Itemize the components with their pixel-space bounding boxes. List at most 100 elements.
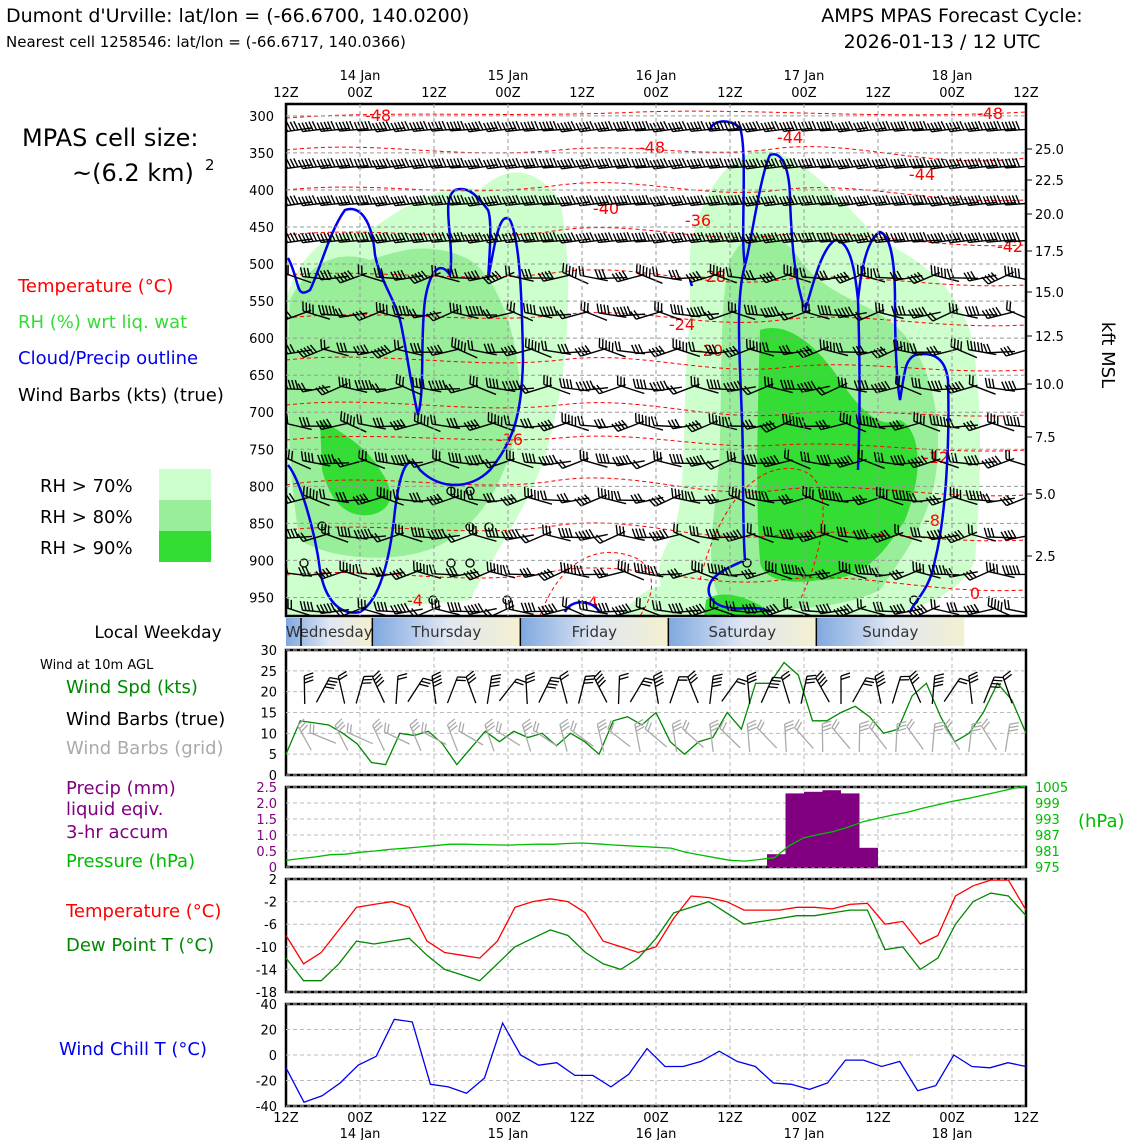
wind-barb <box>871 120 904 133</box>
wind-barb <box>356 414 386 430</box>
wind-barb <box>578 599 608 615</box>
wind-barb <box>682 719 704 748</box>
wind-barb <box>338 376 368 394</box>
wind-barb <box>482 308 516 319</box>
windchill-line <box>285 1018 1027 1104</box>
wind-barb <box>707 563 738 578</box>
temperature-panel-label: Temperature (°C) <box>65 901 221 922</box>
wind-barb <box>538 231 572 243</box>
wind-barb <box>538 157 572 169</box>
legend-rh: RH (%) wrt liq. wat <box>18 312 187 333</box>
wind-barb <box>373 601 405 613</box>
wind-barb <box>501 195 534 207</box>
wind-barb <box>556 195 590 207</box>
wind-barb <box>353 231 387 243</box>
wind-barb <box>317 454 350 465</box>
y-tick-label: -18 <box>256 986 277 1001</box>
wind-barb <box>427 194 461 206</box>
wind-barb <box>578 265 608 282</box>
wind-barb <box>852 120 886 133</box>
wind-barb <box>912 561 941 579</box>
wind-barb <box>800 451 830 467</box>
wind-barb <box>963 270 997 282</box>
kft-tick-label: 15.0 <box>1035 286 1064 301</box>
wind-barb <box>593 670 608 703</box>
wind-barb <box>302 485 330 507</box>
wind-barb <box>649 158 682 170</box>
wind-barb <box>909 527 942 540</box>
wind-barb <box>721 678 748 702</box>
wind-barb <box>779 157 812 170</box>
wind-barb <box>614 340 645 355</box>
cell-title: Nearest cell 1258546: lat/lon = (-66.671… <box>6 33 406 51</box>
wind-barb <box>987 596 1015 616</box>
wind-barb <box>815 670 830 703</box>
wind-barb <box>446 417 479 428</box>
wind-barb <box>541 524 571 542</box>
wind-barb <box>543 374 571 395</box>
wind-barb <box>783 448 811 470</box>
wind-barb <box>464 232 497 244</box>
wind-barb <box>374 451 405 467</box>
wind-barb <box>944 380 978 394</box>
wind-barb <box>593 567 627 579</box>
top-hour-label: 12Z <box>865 86 891 101</box>
wind-barb <box>667 158 701 170</box>
wind-barb <box>631 343 664 355</box>
bottom-hour-label: 12Z <box>273 1111 299 1126</box>
wind-barb <box>927 380 960 391</box>
precip-label-3: 3-hr accum <box>66 822 168 843</box>
wind-barb <box>816 157 849 169</box>
wind-barb <box>852 232 886 244</box>
wind-barb <box>985 561 1015 579</box>
wind-barb <box>316 195 349 207</box>
wind-barb <box>931 721 945 753</box>
wind-barb <box>837 376 867 393</box>
precip-bar <box>822 790 841 867</box>
cross-section-fields: -48 -48 -44 -48 -44 -40 -36 -42 -28 -24 … <box>286 104 1026 616</box>
wind-barb <box>446 194 479 206</box>
wind-barb <box>484 718 496 752</box>
top-hour-label: 00Z <box>347 86 373 101</box>
wind-barb <box>909 343 942 354</box>
precip-bar <box>785 793 804 867</box>
wind-barb <box>632 378 664 392</box>
wind-barb <box>463 419 497 431</box>
wind-barb <box>556 309 590 320</box>
wind-barb <box>629 677 655 703</box>
wind-barb <box>705 194 738 206</box>
wind-barb <box>556 121 590 133</box>
wind-barb <box>816 120 849 132</box>
wind-barb <box>839 411 867 433</box>
wind-barb <box>538 454 571 466</box>
top-date-label: 15 Jan <box>488 69 529 84</box>
wind-barb <box>373 267 405 280</box>
bottom-time-axis: 12Z 00Z 12Z 00Z 12Z 00Z 12Z 00Z 12Z 00Z 12Z 14 Jan 1… <box>273 1111 1039 1140</box>
wind-barb <box>687 670 699 704</box>
temp-label: -20 <box>697 341 723 360</box>
wind-barb <box>395 373 423 396</box>
wind-barb <box>597 487 627 505</box>
y-tick-label: 10 <box>260 727 277 742</box>
wind-barb <box>871 195 904 207</box>
wind-barb <box>504 599 534 616</box>
wind-barb <box>482 195 516 207</box>
y-tick-label: -20 <box>256 1075 277 1090</box>
symbol-circle <box>428 595 438 605</box>
pressure-tick-label: 999 <box>1035 797 1060 812</box>
wind-barb <box>987 412 1015 432</box>
wind-barb <box>594 195 627 207</box>
wind-barb <box>630 493 664 504</box>
wind-barb <box>430 598 460 616</box>
wind-barb <box>741 195 775 207</box>
symbol-circle <box>465 486 475 496</box>
wind-barb <box>816 454 849 465</box>
wind-barb <box>671 719 683 752</box>
wind-barb <box>783 264 812 284</box>
wind-barb <box>756 719 778 749</box>
wind-barb <box>611 270 645 283</box>
wind-barb <box>297 195 331 207</box>
pressure-tick-label: 850 <box>249 517 274 532</box>
wind-barb <box>316 232 349 244</box>
rh90-swatch <box>159 531 211 562</box>
